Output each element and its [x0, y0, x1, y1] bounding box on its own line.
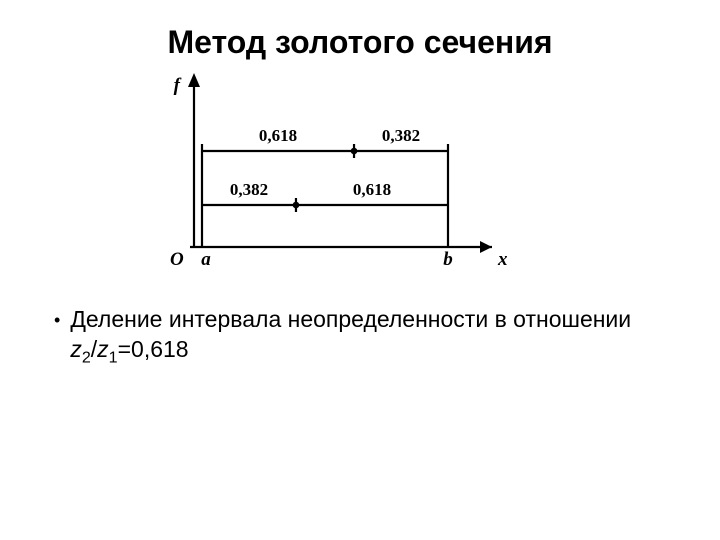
svg-text:b: b	[443, 249, 453, 270]
sub-2: 2	[82, 348, 91, 366]
svg-text:x: x	[497, 249, 508, 270]
var-z-1: z	[97, 336, 109, 362]
bullet-dot: •	[54, 309, 60, 332]
svg-text:f: f	[174, 75, 182, 96]
svg-text:O: O	[170, 249, 184, 270]
diagram-svg: f x Oa b 0,618 0,382 0,382 0,618	[150, 73, 530, 283]
svg-text:0,382: 0,382	[230, 180, 268, 199]
bullet-pre: Деление интервала неопределенности в отн…	[70, 306, 631, 332]
bullet-eq: =0,618	[118, 336, 189, 362]
svg-text:0,382: 0,382	[382, 126, 420, 145]
golden-section-diagram: f x Oa b 0,618 0,382 0,382 0,618	[150, 73, 530, 283]
svg-text:0,618: 0,618	[259, 126, 297, 145]
slide-title: Метод золотого сечения	[0, 0, 720, 73]
svg-text:a: a	[201, 249, 211, 270]
bullet-item: • Деление интервала неопределенности в о…	[54, 305, 670, 368]
bullet-text: Деление интервала неопределенности в отн…	[70, 305, 670, 368]
var-z-2: z	[70, 336, 82, 362]
svg-text:0,618: 0,618	[353, 180, 391, 199]
sub-1: 1	[109, 348, 118, 366]
